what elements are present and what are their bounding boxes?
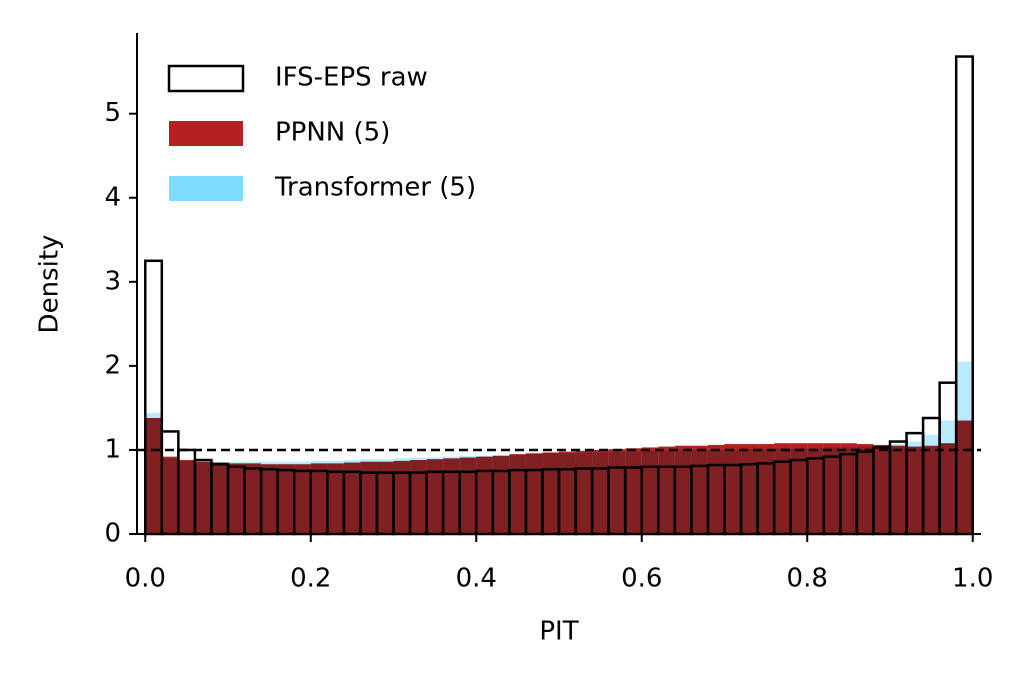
histogram-bar xyxy=(360,459,377,534)
histogram-bar xyxy=(509,454,526,534)
x-tick-label: 1.0 xyxy=(952,564,993,594)
histogram-bar xyxy=(575,452,593,534)
histogram-bar xyxy=(410,457,427,534)
histogram-bar xyxy=(343,460,361,534)
y-tick-label: 1 xyxy=(104,434,121,464)
legend-label: Transformer (5) xyxy=(274,173,476,203)
histogram-bar xyxy=(674,449,692,534)
legend-swatch xyxy=(169,176,243,201)
histogram-bar xyxy=(443,456,460,534)
histogram-bar xyxy=(376,459,394,534)
histogram-bar xyxy=(277,461,295,534)
histogram-bar xyxy=(476,455,493,534)
histogram-bar xyxy=(658,450,675,534)
histogram-bar xyxy=(178,460,195,534)
x-tick-label: 0.4 xyxy=(456,564,497,594)
histogram-bar xyxy=(625,451,642,534)
histogram-bar xyxy=(211,461,229,534)
histogram-bar xyxy=(923,434,940,534)
histogram-bar xyxy=(542,453,559,534)
histogram-bar xyxy=(774,448,791,534)
y-tick-label: 5 xyxy=(104,98,121,128)
histogram-bar xyxy=(724,449,742,534)
histogram-bar xyxy=(244,461,262,534)
histogram-bar xyxy=(757,449,775,534)
histogram-bar xyxy=(459,455,477,534)
histogram-bar xyxy=(327,460,344,534)
histogram-bar xyxy=(294,461,311,534)
histogram-bar xyxy=(939,420,957,534)
x-axis-label: PIT xyxy=(539,617,578,647)
x-tick-label: 0.8 xyxy=(787,564,828,594)
y-tick-label: 2 xyxy=(104,350,121,380)
histogram-bar xyxy=(691,449,708,534)
histogram-bar xyxy=(873,445,890,534)
histogram-bar xyxy=(641,450,659,534)
histogram-bar xyxy=(823,447,841,534)
histogram-bar xyxy=(228,461,245,534)
legend-label: IFS-EPS raw xyxy=(275,63,428,93)
histogram-bar xyxy=(956,361,973,534)
y-tick-label: 4 xyxy=(104,182,121,212)
histogram-bar xyxy=(707,449,725,534)
x-tick-label: 0.0 xyxy=(125,564,166,594)
histogram-bar xyxy=(426,457,444,534)
histogram-bar xyxy=(840,447,857,534)
histogram-bar xyxy=(592,452,609,534)
histogram-bar xyxy=(525,454,543,534)
histogram-bar xyxy=(194,461,212,534)
histogram-bar xyxy=(161,458,179,534)
legend-label: PPNN (5) xyxy=(275,118,390,148)
legend-swatch xyxy=(169,121,243,146)
histogram-bar xyxy=(492,454,510,534)
histogram-bar xyxy=(393,458,411,534)
x-tick-label: 0.6 xyxy=(621,564,662,594)
histogram-bar xyxy=(856,446,874,534)
histogram-bar xyxy=(790,448,808,534)
histogram-bar xyxy=(807,448,824,534)
x-tick-label: 0.2 xyxy=(290,564,331,594)
histogram-bar xyxy=(145,412,162,534)
y-tick-label: 3 xyxy=(104,266,121,296)
histogram-bar xyxy=(889,444,907,534)
histogram-bar xyxy=(310,460,328,534)
histogram-bar xyxy=(741,449,758,534)
histogram-bar xyxy=(261,461,278,534)
histogram-bar xyxy=(906,441,924,534)
histogram-bar xyxy=(608,451,626,534)
y-axis-label: Density xyxy=(35,235,65,334)
y-tick-label: 0 xyxy=(104,519,121,549)
histogram-bar xyxy=(559,453,576,534)
legend-swatch xyxy=(167,64,245,93)
